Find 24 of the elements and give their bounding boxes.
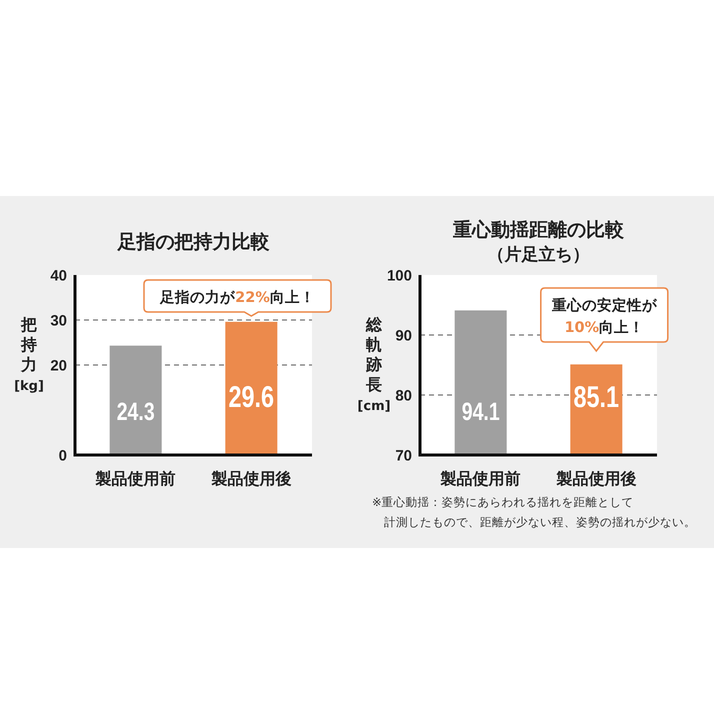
y-axis-title: 総軌跡長[cm] [357,315,391,414]
x-tick-label: 製品使用前 [440,469,521,488]
text: ※重心動揺：姿勢にあらわれる揺れを距離として計測したもので、距離が少ない程、姿勢の揺れが少ない。 [372,495,696,529]
y-tick-label: 90 [395,327,412,344]
y-tick-label: 70 [395,447,412,464]
data-label: 29.6 [228,380,274,414]
data-label: 85.1 [574,380,620,414]
annotation: 重心の安定性が10%向上！ [550,296,658,336]
y-tick-label: 30 [50,312,67,330]
y-axis-title: 把持力[kg] [14,315,44,394]
y-tick-label: 100 [386,267,412,284]
annotation: 足指の力が22%向上！ [159,289,315,306]
chart-subtitle: （片足立ち） [488,245,590,265]
data-label: 24.3 [116,398,155,426]
data-label: 94.1 [462,398,500,426]
x-tick-label: 製品使用前 [94,469,176,488]
x-tick-label: 製品使用後 [555,469,636,488]
y-tick-label: 40 [50,267,67,284]
chart-title: 足指の把持力比較 [116,231,270,253]
chart-title: 重心動揺距離の比較 [452,219,625,241]
y-tick-label: 80 [395,387,412,404]
y-tick-label: 20 [50,357,67,374]
y-tick-label: 0 [58,447,67,464]
x-tick-label: 製品使用後 [210,469,292,488]
